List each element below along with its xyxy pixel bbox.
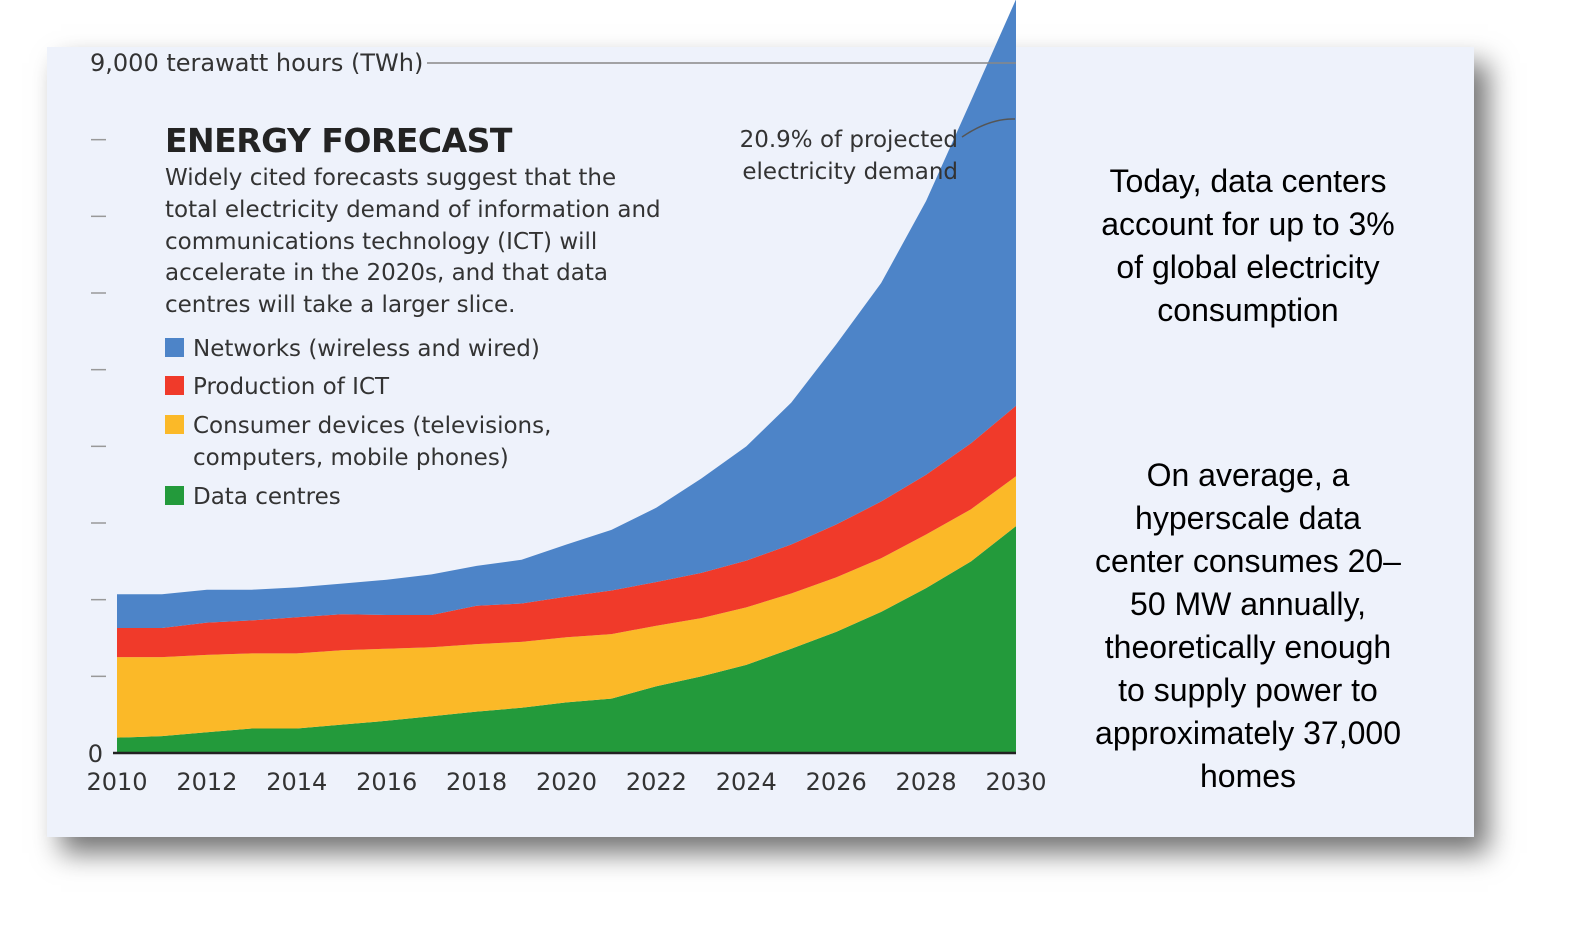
area-networks	[117, 0, 1016, 629]
legend-swatch-data-centres	[165, 486, 184, 505]
side-text-line: consumption	[1157, 292, 1339, 328]
description-line: centres will take a larger slice.	[165, 292, 515, 318]
legend-label-consumer-devices-line2: computers, mobile phones)	[193, 445, 509, 471]
description-line: accelerate in the 2020s, and that data	[165, 260, 608, 286]
side-text-line: Today, data centers	[1109, 163, 1387, 199]
description-line: communications technology (ICT) will	[165, 229, 597, 255]
y-tick-label-zero: 0	[88, 740, 103, 768]
x-tick-label: 2018	[446, 768, 507, 796]
area-data-centres	[117, 526, 1016, 753]
side-text-bottom: On average, a hyperscale data center con…	[1062, 454, 1434, 798]
x-tick-label: 2022	[626, 768, 687, 796]
x-tick-label: 2026	[806, 768, 867, 796]
annotation: 20.9% of projected electricity demand	[740, 118, 1016, 185]
side-text-line: 50 MW annually,	[1130, 586, 1366, 622]
x-tick-label: 2024	[716, 768, 777, 796]
side-text-line: theoretically enough	[1104, 629, 1392, 665]
annotation-line: electricity demand	[742, 159, 958, 185]
annotation-line: 20.9% of projected	[740, 127, 958, 153]
side-text-line: hyperscale data	[1135, 500, 1361, 536]
chart-description: Widely cited forecasts suggest that the …	[165, 165, 661, 318]
x-tick-label: 2012	[176, 768, 237, 796]
x-tick-label: 2028	[896, 768, 957, 796]
x-tick-label: 2010	[86, 768, 147, 796]
side-text-line: approximately 37,000	[1095, 715, 1401, 751]
legend-label-production: Production of ICT	[193, 374, 390, 400]
side-text-line: account for up to 3%	[1101, 206, 1395, 242]
annotation-leader-line	[961, 118, 1016, 138]
legend-swatch-consumer-devices	[165, 415, 184, 434]
side-text-line: to supply power to	[1118, 672, 1378, 708]
legend-label-consumer-devices: Consumer devices (televisions,	[193, 413, 551, 439]
x-tick-label: 2020	[536, 768, 597, 796]
legend-swatch-production	[165, 376, 184, 395]
x-tick-label: 2030	[985, 768, 1046, 796]
legend-swatch-networks	[165, 338, 184, 357]
y-axis-unit-label: 9,000 terawatt hours (TWh)	[90, 49, 423, 77]
side-text-line: homes	[1199, 758, 1297, 794]
side-text-line: On average, a	[1146, 457, 1350, 493]
description-line: total electricity demand of information …	[165, 197, 661, 223]
side-text-line: center consumes 20–	[1095, 543, 1401, 579]
area-production-of-ict	[117, 405, 1016, 658]
x-tick-label: 2016	[356, 768, 417, 796]
legend: Networks (wireless and wired) Production…	[165, 336, 551, 510]
side-text-top: Today, data centers account for up to 3%…	[1062, 160, 1434, 332]
chart-title: ENERGY FORECAST	[165, 121, 513, 160]
legend-label-data-centres: Data centres	[193, 484, 341, 510]
x-tick-label: 2014	[266, 768, 327, 796]
area-consumer-devices	[117, 476, 1016, 738]
legend-label-networks: Networks (wireless and wired)	[193, 336, 540, 362]
description-line: Widely cited forecasts suggest that the	[165, 165, 616, 191]
side-text-line: of global electricity	[1116, 249, 1380, 285]
area-layers	[117, 0, 1016, 753]
